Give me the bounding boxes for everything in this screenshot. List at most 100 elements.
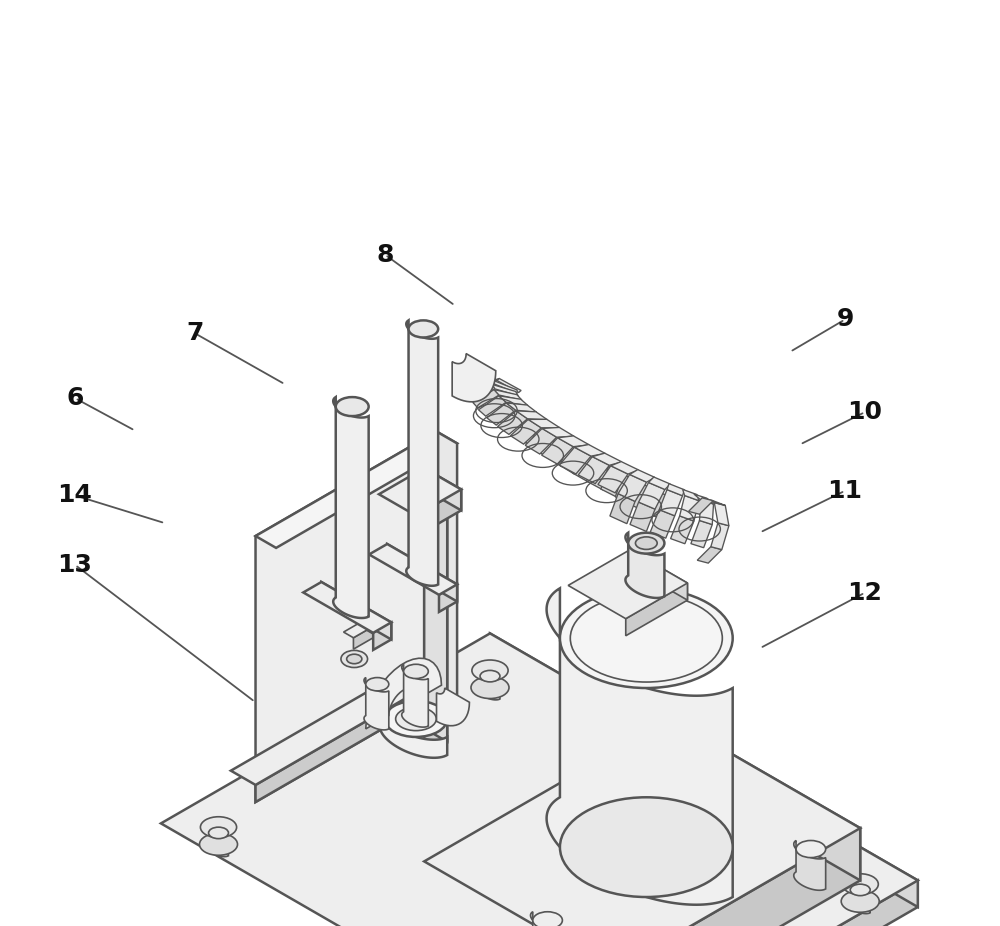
Polygon shape [639,482,665,509]
Polygon shape [650,509,675,538]
Ellipse shape [385,701,447,737]
Polygon shape [494,390,522,400]
Polygon shape [473,390,499,407]
Text: 13: 13 [58,553,92,577]
Polygon shape [207,827,228,857]
Polygon shape [487,403,516,425]
Polygon shape [630,469,655,482]
Ellipse shape [796,841,826,857]
Polygon shape [256,432,437,802]
Ellipse shape [404,664,428,679]
Polygon shape [366,658,441,729]
Polygon shape [406,320,438,586]
Polygon shape [161,633,918,926]
Polygon shape [424,719,860,926]
Text: 9: 9 [836,307,854,332]
Polygon shape [611,461,638,474]
Polygon shape [615,474,640,505]
Polygon shape [379,469,461,516]
Ellipse shape [396,707,436,731]
Text: 14: 14 [58,483,92,507]
Polygon shape [573,451,595,482]
Polygon shape [525,429,557,454]
Polygon shape [517,412,527,438]
Ellipse shape [472,660,508,681]
Ellipse shape [656,759,686,777]
Polygon shape [492,384,518,395]
Polygon shape [531,423,547,453]
Polygon shape [321,582,391,640]
Ellipse shape [341,650,368,668]
Polygon shape [542,438,573,464]
Polygon shape [702,498,725,506]
Polygon shape [256,432,457,548]
Polygon shape [373,622,391,650]
Ellipse shape [347,654,362,664]
Polygon shape [401,489,447,516]
Polygon shape [626,583,687,636]
Polygon shape [697,546,722,563]
Polygon shape [518,413,529,440]
Polygon shape [470,384,495,400]
Polygon shape [659,490,682,516]
Text: 7: 7 [186,321,204,345]
Polygon shape [344,619,376,638]
Polygon shape [364,678,389,730]
Ellipse shape [850,884,870,895]
Ellipse shape [560,797,733,897]
Polygon shape [471,381,494,394]
Text: 6: 6 [66,386,84,410]
Polygon shape [367,619,376,636]
Polygon shape [560,443,581,474]
Polygon shape [694,494,714,504]
Text: 11: 11 [828,479,862,503]
Polygon shape [643,489,668,519]
Polygon shape [490,633,918,907]
Polygon shape [649,477,670,490]
Polygon shape [542,428,574,437]
Polygon shape [630,550,687,600]
Polygon shape [625,532,664,598]
Ellipse shape [200,817,237,838]
Polygon shape [353,624,376,649]
Polygon shape [478,395,506,416]
Polygon shape [437,432,457,709]
Polygon shape [516,411,547,419]
Polygon shape [711,523,729,550]
Polygon shape [671,516,694,544]
Polygon shape [515,414,528,438]
Polygon shape [849,884,870,914]
Polygon shape [539,429,557,459]
Polygon shape [387,544,457,602]
Polygon shape [549,435,568,467]
Polygon shape [380,701,447,757]
Ellipse shape [842,874,878,895]
Polygon shape [714,503,729,526]
Polygon shape [671,719,860,881]
Ellipse shape [841,890,879,912]
Ellipse shape [628,532,664,554]
Polygon shape [494,381,517,394]
Polygon shape [525,419,539,447]
Ellipse shape [200,833,238,856]
Polygon shape [452,354,496,402]
Polygon shape [589,881,918,926]
Polygon shape [587,458,610,490]
Polygon shape [416,490,461,536]
Polygon shape [521,415,533,444]
Polygon shape [667,483,685,495]
Polygon shape [439,584,457,612]
Ellipse shape [480,670,500,682]
Polygon shape [479,670,500,700]
Polygon shape [689,498,713,514]
Polygon shape [629,482,655,512]
Polygon shape [333,397,369,618]
Ellipse shape [366,678,389,691]
Polygon shape [424,489,447,742]
Ellipse shape [209,827,228,839]
Polygon shape [369,544,457,594]
Polygon shape [528,419,560,428]
Polygon shape [598,466,628,493]
Polygon shape [530,912,562,926]
Polygon shape [683,489,699,501]
